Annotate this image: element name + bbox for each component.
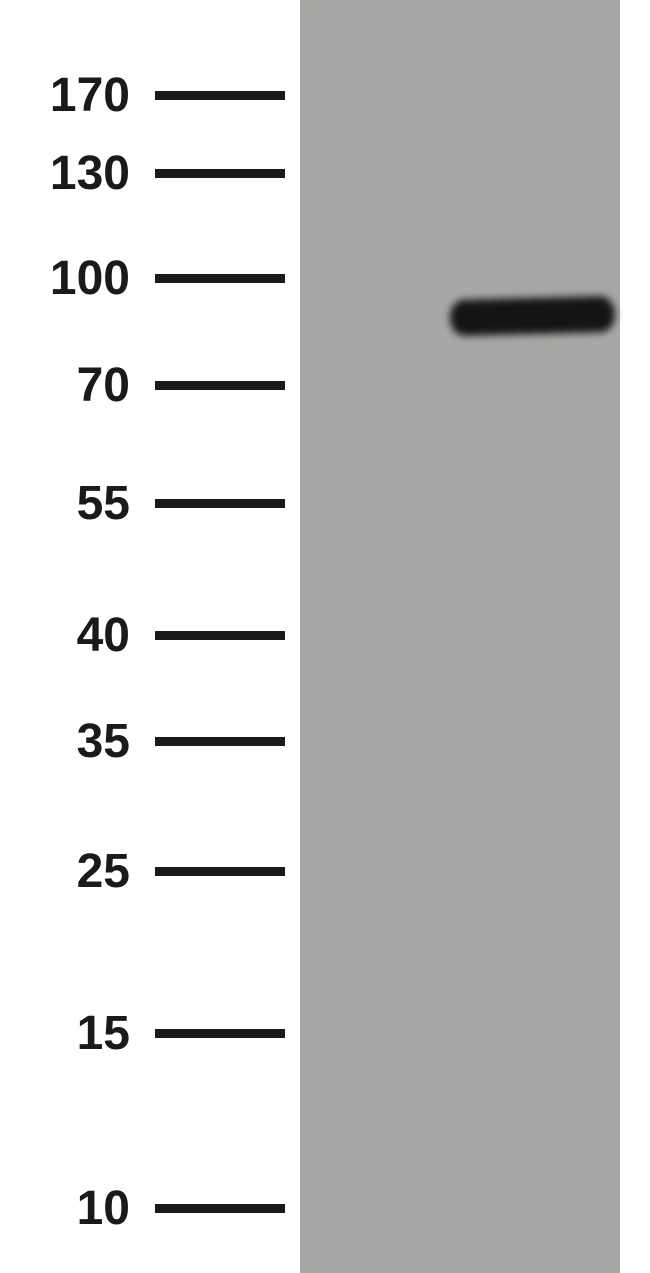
ladder-tick	[155, 381, 285, 390]
ladder-label: 100	[0, 251, 130, 306]
blot-lane-1	[300, 0, 460, 1273]
ladder-label: 70	[0, 358, 130, 413]
ladder-label: 10	[0, 1181, 130, 1236]
ladder-tick	[155, 867, 285, 876]
ladder-tick	[155, 169, 285, 178]
ladder-tick	[155, 631, 285, 640]
ladder-label: 130	[0, 146, 130, 201]
blot-lane-2	[460, 0, 620, 1273]
ladder-tick	[155, 737, 285, 746]
protein-band	[450, 296, 616, 336]
blot-membrane	[300, 0, 620, 1273]
ladder-marker: 40	[0, 608, 300, 663]
western-blot-figure: 170 130 100 70 55 40 35 25	[0, 0, 650, 1273]
ladder-marker: 130	[0, 146, 300, 201]
ladder-marker: 70	[0, 358, 300, 413]
ladder-marker: 100	[0, 251, 300, 306]
ladder-tick	[155, 1029, 285, 1038]
ladder-tick	[155, 274, 285, 283]
molecular-weight-ladder: 170 130 100 70 55 40 35 25	[0, 0, 300, 1273]
ladder-label: 55	[0, 476, 130, 531]
ladder-label: 35	[0, 714, 130, 769]
ladder-marker: 15	[0, 1006, 300, 1061]
ladder-label: 25	[0, 844, 130, 899]
ladder-marker: 35	[0, 714, 300, 769]
ladder-tick	[155, 91, 285, 100]
ladder-marker: 25	[0, 844, 300, 899]
ladder-tick	[155, 499, 285, 508]
ladder-marker: 170	[0, 68, 300, 123]
ladder-marker: 10	[0, 1181, 300, 1236]
ladder-tick	[155, 1204, 285, 1213]
ladder-label: 15	[0, 1006, 130, 1061]
ladder-label: 40	[0, 608, 130, 663]
ladder-marker: 55	[0, 476, 300, 531]
ladder-label: 170	[0, 68, 130, 123]
